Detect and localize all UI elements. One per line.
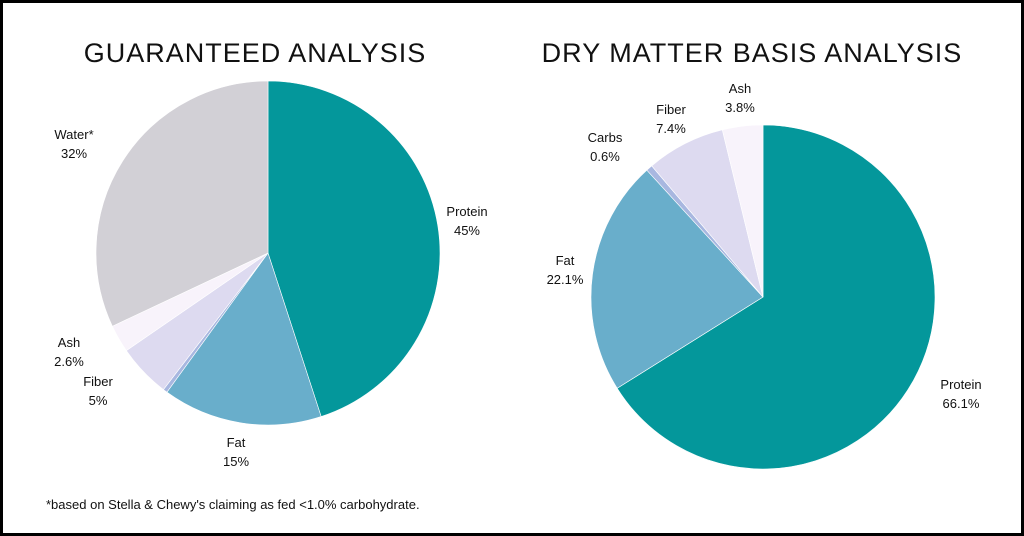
dry-matter-title: DRY MATTER BASIS ANALYSIS (541, 38, 963, 68)
label-carbs-dry: Carbs 0.6% (587, 130, 623, 164)
guaranteed-analysis-pie (95, 80, 441, 426)
label-fat-dry: Fat 22.1% (546, 253, 584, 287)
slice-fat-dry (590, 169, 764, 389)
dry-matter-pie (590, 124, 936, 470)
label-ash-guaranteed: Ash 2.6% (54, 335, 84, 369)
slice-fat-guaranteed (166, 252, 322, 426)
slice-protein-guaranteed (267, 80, 441, 417)
label-fiber-dry: Fiber 7.4% (656, 102, 686, 136)
label-protein-guaranteed: Protein 45% (446, 204, 488, 238)
slice-water-guaranteed (95, 80, 269, 327)
label-fiber-guaranteed: Fiber 5% (83, 374, 113, 408)
guaranteed-analysis-title: GUARANTEED ANALYSIS (83, 38, 427, 68)
label-fat-guaranteed: Fat 15% (222, 435, 250, 469)
slice-protein-dry (616, 124, 936, 470)
label-protein-dry: Protein 66.1% (940, 377, 982, 411)
label-water-guaranteed: Water* 32% (54, 127, 94, 161)
slice-ash-dry (721, 124, 764, 298)
label-ash-dry: Ash 3.8% (725, 81, 755, 115)
footnote: *based on Stella & Chewy's claiming as f… (46, 497, 420, 512)
